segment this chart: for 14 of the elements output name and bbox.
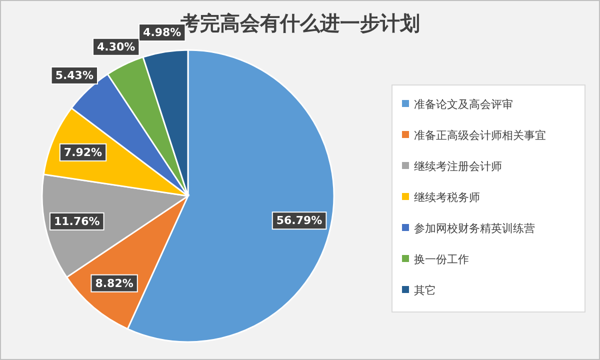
- legend-label: 继续考税务师: [414, 191, 480, 204]
- legend-label: 参加网校财务精英训练营: [414, 222, 535, 235]
- data-label: 4.98%: [143, 26, 182, 40]
- data-label: 4.30%: [97, 40, 136, 54]
- legend-label: 准备正高级会计师相关事宜: [414, 129, 546, 142]
- legend-label: 换一份工作: [414, 253, 469, 266]
- data-label: 5.43%: [55, 68, 94, 82]
- data-label: 8.82%: [95, 276, 134, 290]
- data-label: 56.79%: [276, 214, 322, 228]
- data-label: 11.76%: [54, 214, 100, 228]
- legend-label: 继续考注册会计师: [414, 160, 502, 173]
- legend-label: 其它: [414, 284, 436, 297]
- data-label: 7.92%: [64, 146, 102, 159]
- legend-label: 准备论文及高会评审: [414, 98, 513, 111]
